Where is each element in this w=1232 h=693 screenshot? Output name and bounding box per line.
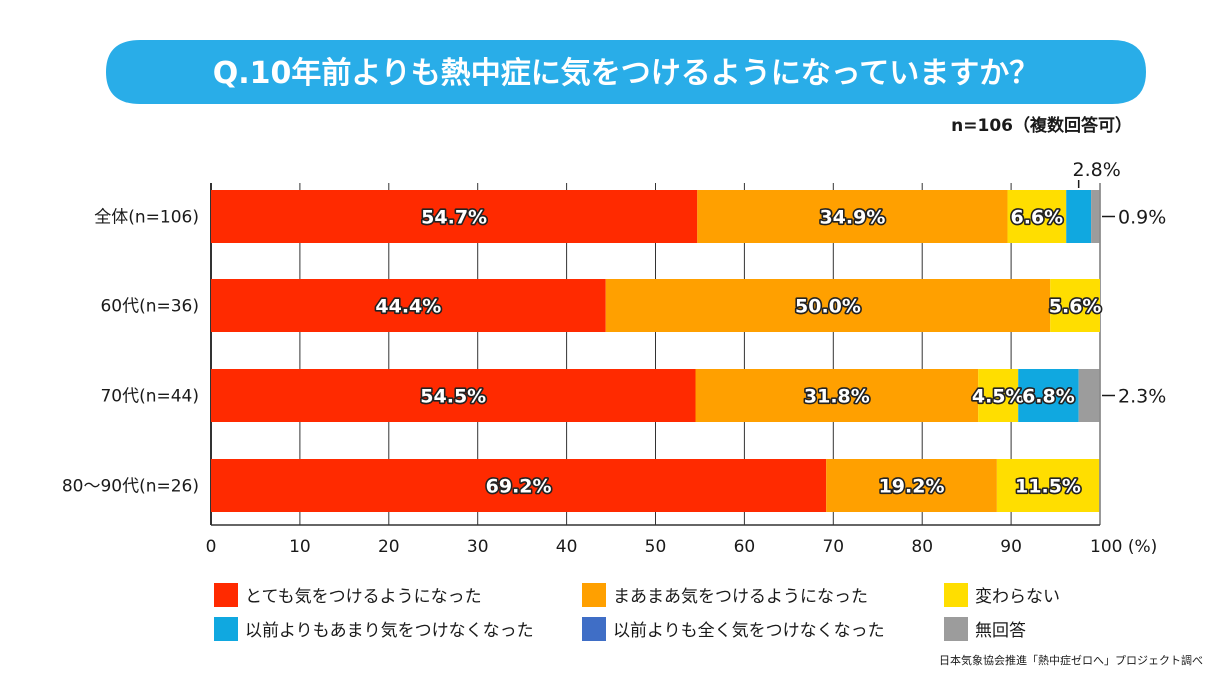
x-tick-label: 30: [467, 537, 489, 557]
x-axis: 0 10 20 30 40 50 60 70 80 90 100 (%): [206, 524, 1157, 557]
bar-segment: [605, 279, 1051, 332]
x-tick-label: 10: [289, 537, 311, 557]
legend-label: とても気をつけるようになった: [245, 587, 482, 607]
bar-segment: [695, 369, 979, 422]
data-label: 34.9%: [819, 207, 885, 229]
bar-segment: [211, 190, 698, 243]
sample-size-note: n=106（複数回答可）: [951, 115, 1132, 136]
category-label: 60代(n=36): [100, 297, 199, 317]
data-label: 0.9%: [1118, 207, 1166, 229]
data-label: 54.5%: [420, 386, 486, 408]
data-label: 6.6%: [1011, 207, 1064, 229]
bar-segment: [211, 279, 606, 332]
data-label: 5.6%: [1049, 296, 1102, 318]
x-tick-label: 90: [1000, 537, 1022, 557]
data-label: 31.8%: [804, 386, 870, 408]
bar-segment: [978, 369, 1019, 422]
data-label: 19.2%: [879, 476, 945, 498]
legend-label: まあまあ気をつけるようになった: [613, 587, 868, 607]
bar-segment: [1050, 279, 1100, 332]
data-label: 44.4%: [375, 296, 441, 318]
data-labels: 54.7% 34.9% 6.6% 2.8% 0.9% 44.4% 50.0% 5.6% 54.5…: [374, 159, 1166, 499]
chart-title-banner: Q.10年前よりも熱中症に気をつけるようになっていますか？: [106, 40, 1146, 104]
bar-segment: [826, 459, 997, 512]
legend-swatch: [944, 617, 968, 641]
category-labels: 全体(n=106) 60代(n=36) 70代(n=44) 80〜90代(n=26): [62, 208, 199, 497]
x-tick-label: 70: [822, 537, 844, 557]
bar-segment: [1007, 190, 1067, 243]
x-tick-label: 100 (%): [1090, 537, 1157, 557]
category-label: 全体(n=106): [94, 208, 199, 228]
legend-label: 無回答: [975, 621, 1026, 641]
x-tick-label: 50: [645, 537, 667, 557]
data-label: 2.3%: [1118, 386, 1166, 408]
bar-segment: [211, 459, 827, 512]
legend-swatch: [944, 583, 968, 607]
x-tick-label: 20: [378, 537, 400, 557]
category-label: 70代(n=44): [100, 387, 199, 407]
title-banner-shape: [106, 40, 1146, 104]
legend-swatch: [214, 583, 238, 607]
data-label: 54.7%: [421, 207, 487, 229]
bar-segment: [1066, 190, 1092, 243]
legend-swatch: [582, 617, 606, 641]
x-tick-label: 40: [556, 537, 578, 557]
bar-segment: [1078, 369, 1100, 422]
source-note: 日本気象協会推進「熱中症ゼロへ」プロジェクト調べ: [939, 653, 1203, 667]
x-tick-label: 0: [206, 537, 217, 557]
bar-segment: [211, 369, 696, 422]
bar-segment: [1091, 190, 1100, 243]
legend-label: 以前よりもあまり気をつけなくなった: [245, 621, 534, 641]
data-label: 6.8%: [1022, 386, 1075, 408]
chart-title: Q.10年前よりも熱中症に気をつけるようになっていますか？: [213, 56, 1040, 91]
legend: とても気をつけるようになった まあまあ気をつけるようになった 変わらない以前よりもあ…: [214, 583, 1060, 641]
x-tick-label: 60: [734, 537, 756, 557]
bar-segment: [697, 190, 1008, 243]
x-tick-label: 80: [911, 537, 933, 557]
legend-label: 以前よりも全く気をつけなくなった: [613, 621, 885, 641]
legend-swatch: [214, 617, 238, 641]
data-label: 11.5%: [1015, 476, 1081, 498]
data-label: 4.5%: [972, 386, 1025, 408]
legend-swatch: [582, 583, 606, 607]
bars: [211, 190, 1100, 512]
data-label: 2.8%: [1073, 159, 1121, 181]
legend-label: 変わらない: [975, 587, 1060, 607]
data-label: 50.0%: [795, 296, 861, 318]
category-label: 80〜90代(n=26): [62, 477, 199, 497]
data-label: 69.2%: [486, 476, 552, 498]
bar-segment: [996, 459, 1100, 512]
bar-segment: [1018, 369, 1079, 422]
